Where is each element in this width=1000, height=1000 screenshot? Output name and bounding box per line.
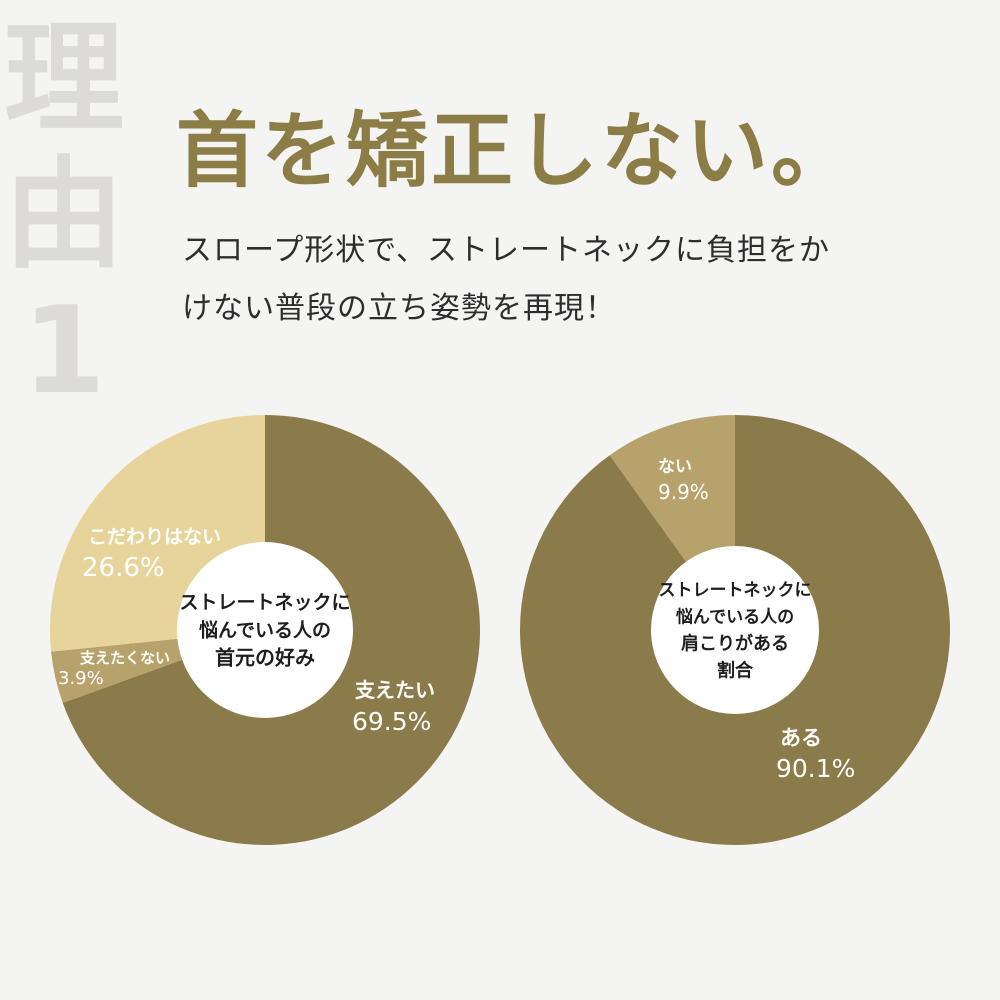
donut-center-text: 悩んでいる人の [199,619,331,642]
donut-center [177,542,353,718]
subtext-line-1: スロープ形状で、ストレートネックに負担をか [182,233,830,268]
subtext-line-2: けない普段の立ち姿勢を再現！ [182,291,616,326]
reason-number-label: 理 由 1 [0,12,134,420]
slice-percent-label: 69.5% [352,707,431,736]
headline: 首を矯正しない。 [176,104,857,199]
subtext: スロープ形状で、ストレートネックに負担をか けない普段の立ち姿勢を再現！ [182,222,962,338]
donut-center-text: 肩こりがある [681,632,789,654]
reason-char-3: 1 [22,282,106,421]
donut-center-text: ストレートネックに [659,580,812,600]
donut-center-text: 首元の好み [215,646,315,670]
reason-char-1: 理 [4,10,124,149]
slice-name-label: ない [658,457,692,477]
slice-percent-label: 26.6% [82,553,165,583]
slice-percent-label: 90.1% [776,754,855,783]
donut-center-text: 悩んでいる人の [676,606,794,627]
donut-center-text: ストレートネックに [179,592,350,614]
slice-name-label: 支えたくない [79,649,170,667]
slice-name-label: ある [780,726,822,750]
donut-center [651,546,819,714]
slice-name-label: 支えたい [355,678,435,702]
donut-center-text: 割合 [717,659,754,681]
reason-char-2: 由 [4,146,124,285]
slice-percent-label: 9.9% [658,480,709,504]
slice-name-label: こだわりはない [88,526,221,548]
slice-percent-label: 3.9% [58,668,104,689]
